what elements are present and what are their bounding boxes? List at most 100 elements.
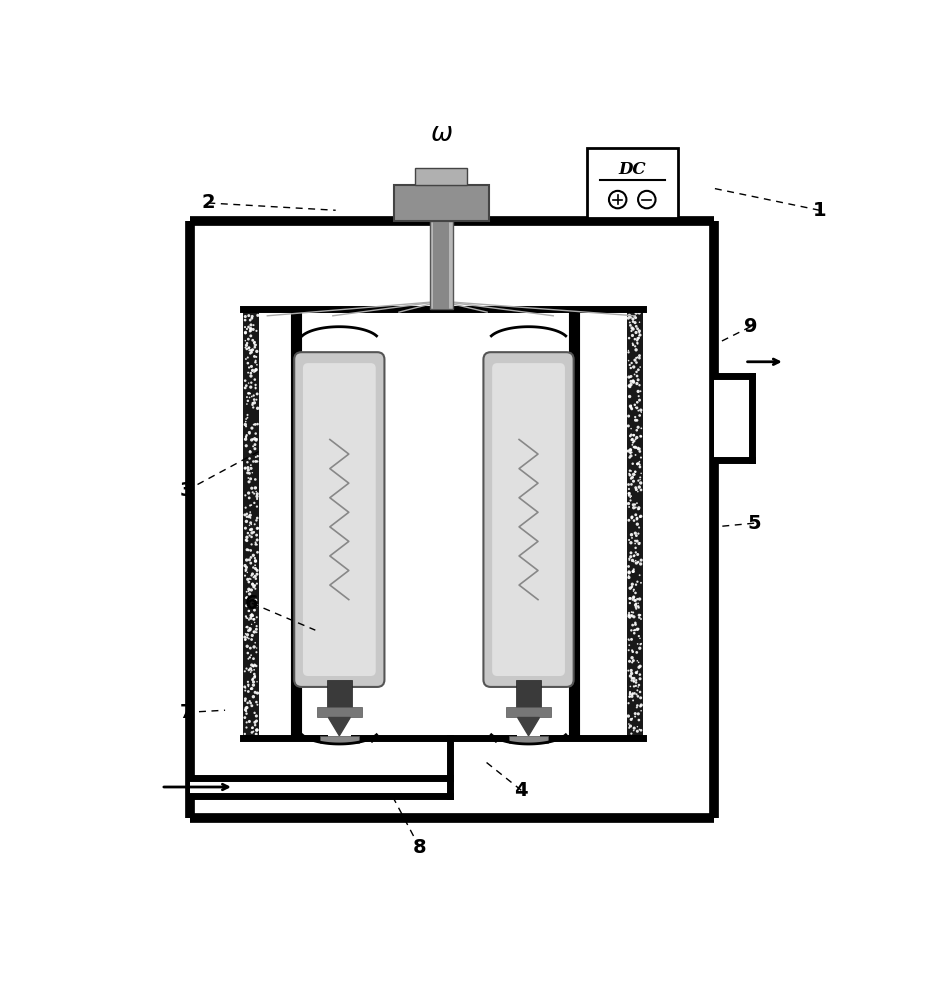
Point — [239, 700, 254, 716]
Point — [247, 657, 262, 673]
Point — [634, 575, 649, 591]
Point — [628, 596, 643, 612]
Point — [244, 480, 259, 496]
Point — [248, 480, 263, 496]
Bar — [316, 707, 362, 717]
Point — [244, 344, 259, 360]
Point — [249, 432, 264, 448]
Point — [248, 426, 263, 442]
Point — [239, 563, 254, 579]
Point — [245, 465, 260, 481]
Point — [242, 323, 257, 339]
Point — [632, 567, 647, 583]
Point — [628, 439, 643, 455]
Point — [634, 722, 649, 738]
Point — [623, 444, 638, 460]
Point — [248, 714, 263, 730]
Point — [242, 424, 257, 440]
Point — [629, 355, 644, 371]
FancyBboxPatch shape — [294, 352, 384, 687]
Point — [625, 435, 640, 451]
Point — [249, 644, 264, 660]
Point — [624, 527, 639, 543]
Point — [629, 495, 644, 511]
Point — [246, 438, 261, 454]
Point — [629, 665, 644, 681]
Text: 3: 3 — [179, 481, 193, 500]
Point — [238, 319, 253, 335]
Point — [249, 624, 264, 640]
Point — [621, 344, 636, 360]
Polygon shape — [329, 717, 350, 736]
Point — [627, 315, 642, 331]
Point — [242, 552, 257, 568]
Bar — [715, 376, 752, 460]
Point — [243, 460, 258, 476]
Point — [629, 528, 644, 544]
Point — [629, 555, 644, 571]
Point — [246, 317, 261, 333]
Point — [243, 345, 258, 361]
Point — [622, 512, 637, 528]
Point — [240, 684, 255, 700]
Point — [239, 414, 254, 430]
Point — [242, 504, 257, 520]
Point — [247, 614, 262, 630]
Point — [238, 460, 253, 476]
Point — [628, 507, 643, 523]
Point — [626, 625, 641, 641]
Point — [623, 368, 639, 384]
Point — [239, 610, 254, 626]
Point — [250, 532, 265, 548]
Point — [248, 571, 263, 587]
Point — [626, 590, 641, 606]
Point — [627, 535, 642, 551]
FancyBboxPatch shape — [492, 363, 565, 676]
Point — [623, 711, 639, 727]
Point — [626, 439, 641, 455]
Point — [250, 491, 265, 507]
Point — [238, 325, 253, 341]
Point — [244, 698, 259, 714]
Point — [632, 591, 647, 607]
Point — [625, 617, 640, 633]
Point — [244, 388, 259, 404]
Point — [634, 552, 649, 568]
Point — [630, 621, 645, 637]
Point — [624, 687, 639, 703]
Point — [243, 365, 258, 381]
Point — [624, 401, 639, 417]
Point — [622, 565, 637, 581]
Point — [624, 608, 639, 624]
Point — [249, 694, 264, 710]
Point — [631, 388, 646, 404]
Point — [632, 350, 647, 366]
Point — [632, 305, 647, 321]
Point — [243, 457, 258, 473]
Point — [249, 527, 264, 543]
Point — [244, 521, 259, 537]
Point — [623, 428, 638, 444]
Point — [250, 576, 265, 592]
Point — [240, 465, 255, 481]
Point — [631, 383, 646, 399]
Point — [629, 305, 644, 321]
Point — [249, 621, 264, 637]
Point — [244, 310, 259, 326]
Point — [632, 392, 647, 408]
Point — [249, 343, 264, 359]
Point — [625, 564, 640, 580]
Point — [631, 455, 646, 471]
Point — [629, 364, 644, 380]
Point — [239, 460, 254, 476]
Point — [240, 674, 255, 690]
Point — [249, 431, 264, 447]
Point — [623, 442, 639, 458]
Point — [629, 440, 644, 456]
Point — [238, 324, 253, 340]
Point — [239, 598, 254, 614]
Point — [243, 555, 258, 571]
Point — [242, 713, 257, 729]
Point — [631, 677, 646, 693]
Point — [626, 720, 641, 736]
